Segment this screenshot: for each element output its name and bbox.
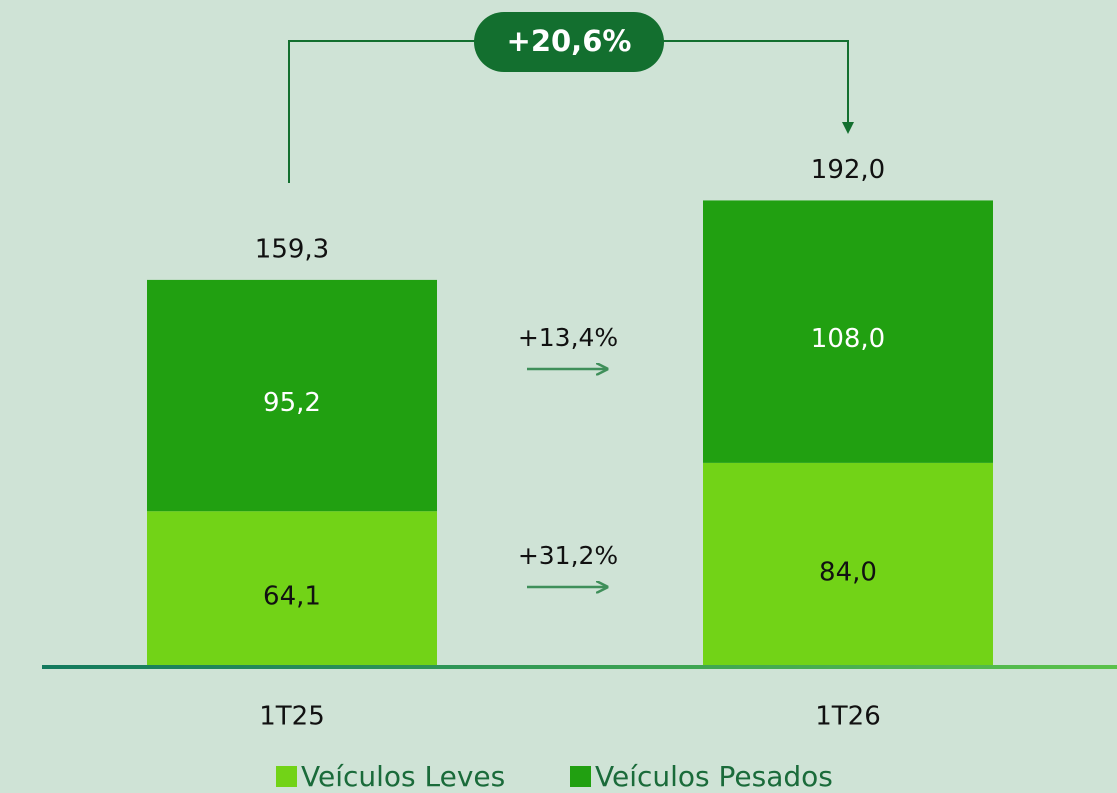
legend-swatch — [276, 766, 297, 787]
baseline — [42, 665, 1117, 669]
value-label: 64,1 — [263, 582, 321, 612]
series-change: +31,2% — [518, 541, 618, 570]
legend-label: Veículos Leves — [301, 760, 505, 793]
value-label: 84,0 — [819, 557, 877, 587]
bar-segment — [147, 279, 437, 512]
total-change: +20,6% — [507, 24, 632, 58]
total-label: 159,3 — [255, 234, 329, 264]
value-label: 108,0 — [811, 324, 885, 354]
bar-segment — [147, 511, 437, 667]
bar-segment — [703, 200, 993, 463]
total-label: 192,0 — [811, 155, 885, 185]
value-label: 95,2 — [263, 388, 321, 418]
legend-label: Veículos Pesados — [595, 760, 833, 793]
series-change: +13,4% — [518, 323, 618, 352]
bar-segment — [703, 462, 993, 667]
x-tick-label: 1T26 — [815, 702, 881, 732]
growth-pill — [474, 12, 664, 72]
legend-swatch — [570, 766, 591, 787]
x-tick-label: 1T25 — [259, 702, 325, 732]
